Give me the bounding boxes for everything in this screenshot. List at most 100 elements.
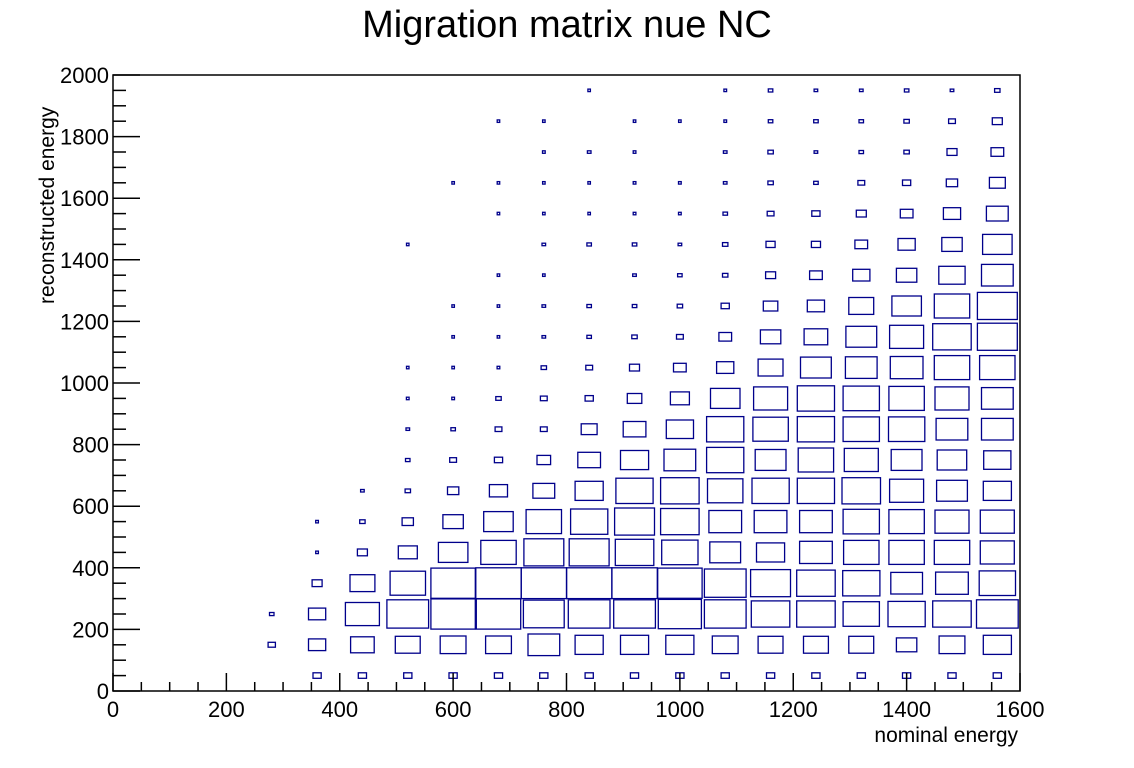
box-cell xyxy=(493,672,504,679)
box-cell xyxy=(796,385,836,412)
box-cell xyxy=(628,363,641,372)
box-cell xyxy=(933,293,971,319)
box-cell xyxy=(632,180,637,185)
box-cell xyxy=(677,211,682,216)
box-cell xyxy=(493,456,504,464)
x-tick-label: 1600 xyxy=(996,697,1045,722)
box-cell xyxy=(349,574,376,593)
box-cell xyxy=(938,635,966,655)
box-cell xyxy=(753,509,788,534)
box-cell xyxy=(386,599,430,629)
box-cell xyxy=(631,242,638,247)
box-cell xyxy=(858,149,865,155)
box-cell xyxy=(703,599,747,629)
box-cell xyxy=(720,302,730,310)
box-cell xyxy=(858,119,865,124)
box-cell xyxy=(525,508,563,535)
box-cell xyxy=(709,541,742,564)
box-cell xyxy=(715,361,735,375)
box-cell xyxy=(980,417,1014,441)
box-cell xyxy=(932,323,972,351)
box-cell xyxy=(659,507,700,536)
box-cell xyxy=(451,396,456,401)
box-cell xyxy=(677,180,682,185)
box-cell xyxy=(629,672,640,679)
box-cell xyxy=(808,270,823,281)
box-cell xyxy=(315,519,320,524)
box-cell xyxy=(676,273,683,278)
box-cell xyxy=(751,477,790,505)
box-cell xyxy=(613,507,656,536)
box-cell xyxy=(796,569,836,597)
box-cell xyxy=(475,598,522,630)
box-cell xyxy=(574,480,604,502)
box-cell xyxy=(315,550,320,555)
box-cell xyxy=(890,571,924,595)
box-cell xyxy=(405,427,411,432)
box-cell xyxy=(813,180,819,186)
box-cell xyxy=(539,672,549,679)
x-tick-label: 1000 xyxy=(655,697,704,722)
box-cell xyxy=(765,240,776,249)
y-tick-label: 1600 xyxy=(60,186,109,211)
box-cell xyxy=(767,88,774,93)
box-cell xyxy=(661,539,699,566)
box-cell xyxy=(932,600,972,628)
box-cell xyxy=(631,334,638,340)
box-cell xyxy=(888,478,925,503)
box-cell xyxy=(722,180,728,185)
box-cell xyxy=(669,391,691,406)
box-cell xyxy=(665,634,695,656)
box-cell xyxy=(404,457,411,463)
box-cell xyxy=(767,119,774,124)
box-cell xyxy=(848,635,875,654)
box-cell xyxy=(494,426,503,433)
box-cell xyxy=(723,119,728,124)
box-cell xyxy=(267,641,277,648)
box-cell xyxy=(749,568,792,598)
box-cell xyxy=(709,387,741,410)
box-cell xyxy=(708,509,743,534)
box-cell xyxy=(657,598,703,630)
box-cell xyxy=(677,119,682,124)
box-cell xyxy=(887,416,926,443)
box-cell xyxy=(978,570,1017,597)
box-cell xyxy=(657,567,703,599)
box-cell xyxy=(632,119,637,124)
box-cell xyxy=(312,672,322,679)
box-cell xyxy=(577,451,602,469)
box-cell xyxy=(723,88,728,93)
box-cell xyxy=(796,600,836,628)
box-cell xyxy=(721,241,729,247)
box-cell xyxy=(934,571,969,595)
box-cell xyxy=(675,333,684,340)
box-cell xyxy=(586,334,593,340)
box-cell xyxy=(982,480,1013,502)
box-cell xyxy=(615,477,654,505)
box-cell xyxy=(676,303,684,309)
box-cell xyxy=(806,299,826,313)
y-tick-label: 400 xyxy=(72,556,109,581)
box-cell xyxy=(813,119,819,124)
box-cell xyxy=(430,567,476,599)
box-cell xyxy=(622,420,647,438)
box-cell xyxy=(854,239,869,250)
box-cell xyxy=(750,600,791,628)
box-cell xyxy=(934,509,970,534)
box-cell xyxy=(451,304,456,308)
box-cell xyxy=(496,119,501,124)
box-cell xyxy=(991,117,1003,126)
box-cell xyxy=(442,514,464,530)
box-cell xyxy=(841,477,882,505)
box-cell xyxy=(541,304,547,308)
box-cell xyxy=(613,599,657,629)
box-cell xyxy=(405,396,410,401)
box-cell xyxy=(988,176,1006,189)
box-cell xyxy=(437,541,469,564)
box-cell xyxy=(936,449,968,471)
box-cell xyxy=(796,477,836,505)
box-cell xyxy=(574,634,604,656)
box-cell xyxy=(947,118,957,125)
box-cell xyxy=(626,392,643,405)
